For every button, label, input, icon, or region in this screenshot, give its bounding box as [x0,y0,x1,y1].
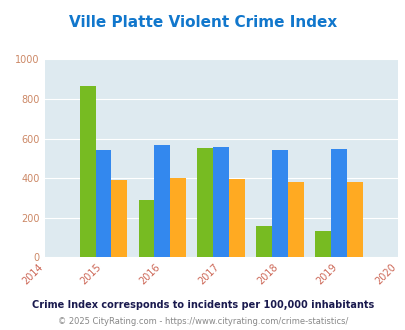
Bar [314,231,330,257]
Bar [138,200,154,257]
Bar [213,147,229,257]
Bar [79,86,95,257]
Bar [95,150,111,257]
Bar [271,150,288,257]
Bar [288,182,303,257]
Text: © 2025 CityRating.com - https://www.cityrating.com/crime-statistics/: © 2025 CityRating.com - https://www.city… [58,317,347,326]
Bar [330,149,346,257]
Bar [346,182,362,257]
Bar [154,145,170,257]
Bar [229,179,245,257]
Bar [197,148,213,257]
Bar [256,226,271,257]
Text: Ville Platte Violent Crime Index: Ville Platte Violent Crime Index [69,15,336,30]
Bar [111,180,127,257]
Text: Crime Index corresponds to incidents per 100,000 inhabitants: Crime Index corresponds to incidents per… [32,300,373,310]
Bar [170,178,186,257]
